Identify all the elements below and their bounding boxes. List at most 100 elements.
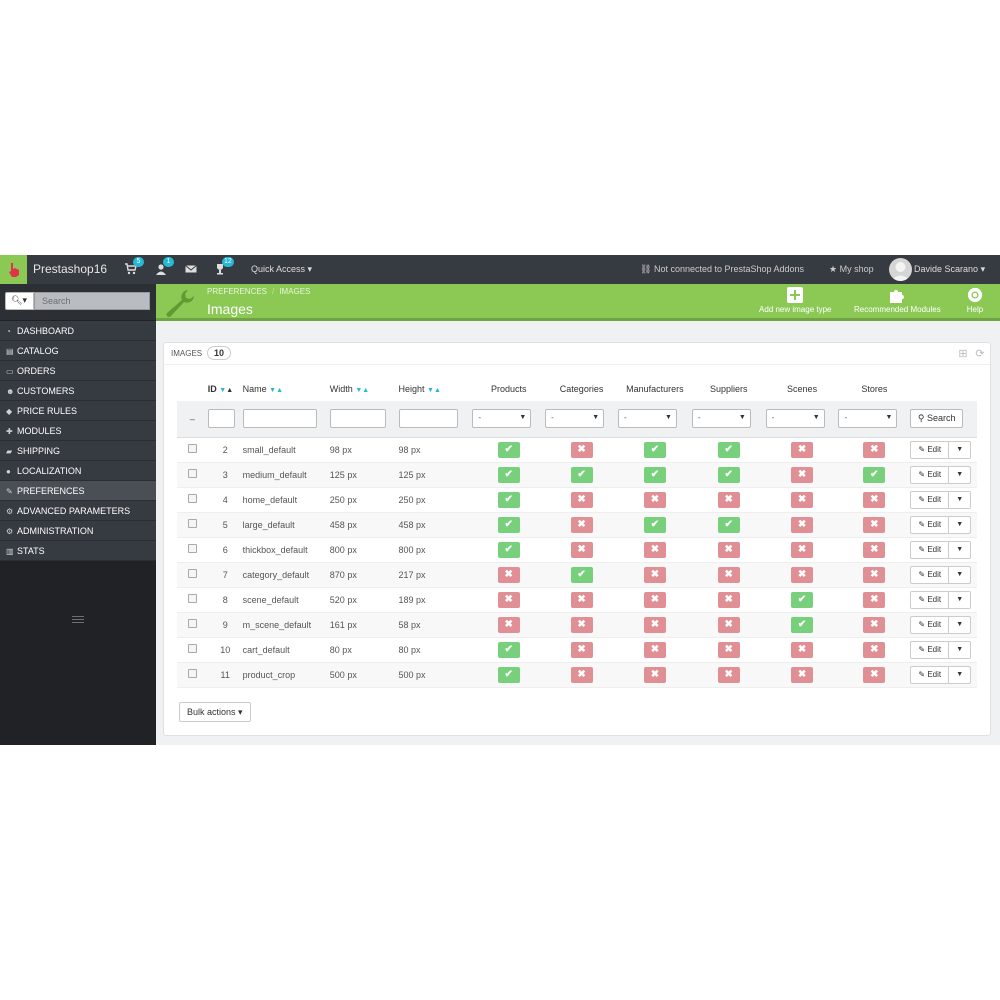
- filter-width-input[interactable]: [329, 409, 386, 429]
- sort-asc-icon[interactable]: ▲: [433, 387, 441, 394]
- disabled-cross-icon[interactable]: ✖: [570, 441, 593, 458]
- row-checkbox[interactable]: [187, 669, 197, 678]
- sidebar-item-modules[interactable]: ✚ MODULES: [0, 421, 156, 441]
- row-actions-dropdown[interactable]: ▼: [949, 590, 972, 609]
- table-row[interactable]: 5 large_default 458 px 458 px ✔ ✖ ✔ ✔ ✖ ✖ ✎ Edit ▼: [177, 512, 977, 538]
- row-actions-dropdown[interactable]: ▼: [949, 565, 972, 584]
- row-actions-dropdown[interactable]: ▼: [949, 490, 972, 509]
- row-checkbox[interactable]: [187, 644, 197, 653]
- disabled-cross-icon[interactable]: ✖: [863, 491, 886, 508]
- disabled-cross-icon[interactable]: ✖: [717, 541, 740, 558]
- sort-desc-icon[interactable]: ▼: [355, 387, 363, 394]
- enabled-check-icon[interactable]: ✔: [643, 466, 666, 483]
- enabled-check-icon[interactable]: ✔: [570, 566, 593, 583]
- disabled-cross-icon[interactable]: ✖: [643, 541, 666, 558]
- disabled-cross-icon[interactable]: ✖: [717, 666, 740, 683]
- disabled-cross-icon[interactable]: ✖: [570, 616, 593, 633]
- filter-products-select[interactable]: -: [472, 409, 532, 429]
- enabled-check-icon[interactable]: ✔: [643, 441, 666, 458]
- my-shop-link[interactable]: ★ My shop: [829, 264, 874, 275]
- trophy-notification[interactable]: 12: [214, 257, 234, 277]
- breadcrumb-images[interactable]: IMAGES: [279, 287, 311, 296]
- enabled-check-icon[interactable]: ✔: [497, 516, 520, 533]
- disabled-cross-icon[interactable]: ✖: [791, 641, 814, 658]
- disabled-cross-icon[interactable]: ✖: [570, 491, 593, 508]
- disabled-cross-icon[interactable]: ✖: [570, 541, 593, 558]
- disabled-cross-icon[interactable]: ✖: [863, 666, 886, 683]
- sort-asc-icon[interactable]: ▲: [362, 387, 370, 394]
- filter-manufacturers-select[interactable]: -: [617, 409, 677, 429]
- row-checkbox[interactable]: [187, 594, 197, 603]
- column-header-name[interactable]: Name ▼▲: [243, 377, 330, 401]
- sort-desc-icon[interactable]: ▼: [219, 387, 227, 394]
- table-row[interactable]: 7 category_default 870 px 217 px ✖ ✔ ✖ ✖ ✖ ✖ ✎ Edi…: [177, 562, 977, 588]
- addons-status[interactable]: ⛓ Not connected to PrestaShop Addons: [640, 264, 804, 275]
- table-row[interactable]: 6 thickbox_default 800 px 800 px ✔ ✖ ✖ ✖ ✖ ✖ ✎ Edi…: [177, 537, 977, 563]
- disabled-cross-icon[interactable]: ✖: [791, 491, 814, 508]
- edit-button[interactable]: ✎ Edit: [910, 665, 950, 684]
- customers-notification[interactable]: 1: [155, 257, 174, 277]
- row-actions-dropdown[interactable]: ▼: [949, 515, 972, 534]
- filter-height-input[interactable]: [398, 409, 458, 429]
- sidebar-item-orders[interactable]: ▭ ORDERS: [0, 361, 156, 381]
- row-checkbox[interactable]: [187, 569, 197, 578]
- sort-desc-icon[interactable]: ▼: [269, 387, 277, 394]
- disabled-cross-icon[interactable]: ✖: [643, 666, 666, 683]
- table-row[interactable]: 11 product_crop 500 px 500 px ✔ ✖ ✖ ✖ ✖ ✖ ✎ Edit ▼: [177, 662, 977, 688]
- disabled-cross-icon[interactable]: ✖: [791, 441, 814, 458]
- table-row[interactable]: 4 home_default 250 px 250 px ✔ ✖ ✖ ✖ ✖ ✖ ✎ Edit ▼: [177, 487, 977, 513]
- edit-button[interactable]: ✎ Edit: [910, 540, 950, 559]
- sidebar-item-customers[interactable]: ☻ CUSTOMERS: [0, 381, 156, 401]
- disabled-cross-icon[interactable]: ✖: [497, 591, 520, 608]
- row-actions-dropdown[interactable]: ▼: [949, 440, 972, 459]
- row-checkbox[interactable]: [187, 619, 197, 628]
- edit-button[interactable]: ✎ Edit: [910, 440, 950, 459]
- recommended-modules-button[interactable]: Recommended Modules: [854, 287, 941, 314]
- enabled-check-icon[interactable]: ✔: [717, 516, 740, 533]
- disabled-cross-icon[interactable]: ✖: [643, 591, 666, 608]
- filter-stores-select[interactable]: -: [838, 409, 898, 429]
- row-actions-dropdown[interactable]: ▼: [949, 615, 972, 634]
- sort-desc-icon[interactable]: ▼: [427, 387, 434, 394]
- sidebar-item-localization[interactable]: ● LOCALIZATION: [0, 461, 156, 481]
- enabled-check-icon[interactable]: ✔: [717, 441, 740, 458]
- avatar[interactable]: [889, 258, 912, 281]
- disabled-cross-icon[interactable]: ✖: [570, 516, 593, 533]
- disabled-cross-icon[interactable]: ✖: [791, 566, 814, 583]
- sidebar-item-administration[interactable]: ⚙ ADMINISTRATION: [0, 521, 156, 541]
- filter-id-input[interactable]: [207, 409, 235, 429]
- disabled-cross-icon[interactable]: ✖: [863, 616, 886, 633]
- enabled-check-icon[interactable]: ✔: [497, 466, 520, 483]
- help-button[interactable]: Help: [966, 287, 984, 314]
- sort-asc-icon[interactable]: ▲: [276, 387, 284, 394]
- disabled-cross-icon[interactable]: ✖: [570, 666, 593, 683]
- row-actions-dropdown[interactable]: ▼: [949, 465, 972, 484]
- enabled-check-icon[interactable]: ✔: [497, 441, 520, 458]
- table-row[interactable]: 9 m_scene_default 161 px 58 px ✖ ✖ ✖ ✖ ✔ ✖ ✎ Edit ▼: [177, 612, 977, 638]
- table-row[interactable]: 8 scene_default 520 px 189 px ✖ ✖ ✖ ✖ ✔ ✖ ✎ Edit ▼: [177, 587, 977, 613]
- user-menu[interactable]: Davide Scarano ▾: [914, 264, 985, 275]
- enabled-check-icon[interactable]: ✔: [643, 516, 666, 533]
- disabled-cross-icon[interactable]: ✖: [717, 591, 740, 608]
- edit-button[interactable]: ✎ Edit: [910, 490, 950, 509]
- disabled-cross-icon[interactable]: ✖: [570, 591, 593, 608]
- enabled-check-icon[interactable]: ✔: [863, 466, 886, 483]
- row-actions-dropdown[interactable]: ▼: [949, 540, 972, 559]
- bulk-actions-button[interactable]: Bulk actions ▾: [179, 702, 251, 722]
- disabled-cross-icon[interactable]: ✖: [863, 566, 886, 583]
- disabled-cross-icon[interactable]: ✖: [717, 641, 740, 658]
- sidebar-item-shipping[interactable]: ▰ SHIPPING: [0, 441, 156, 461]
- sidebar-item-stats[interactable]: ▥ STATS: [0, 541, 156, 561]
- row-checkbox[interactable]: [187, 544, 197, 553]
- enabled-check-icon[interactable]: ✔: [791, 616, 814, 633]
- table-row[interactable]: 10 cart_default 80 px 80 px ✔ ✖ ✖ ✖ ✖ ✖ ✎ Edit ▼: [177, 637, 977, 663]
- add-new-image-type-button[interactable]: Add new image type: [759, 287, 832, 314]
- disabled-cross-icon[interactable]: ✖: [643, 491, 666, 508]
- row-actions-dropdown[interactable]: ▼: [949, 640, 972, 659]
- messages-notification[interactable]: [185, 263, 199, 277]
- disabled-cross-icon[interactable]: ✖: [497, 616, 520, 633]
- disabled-cross-icon[interactable]: ✖: [863, 641, 886, 658]
- sidebar-item-dashboard[interactable]: ◔ DASHBOARD: [0, 321, 156, 341]
- breadcrumb-preferences[interactable]: PREFERENCES: [207, 287, 268, 296]
- disabled-cross-icon[interactable]: ✖: [643, 616, 666, 633]
